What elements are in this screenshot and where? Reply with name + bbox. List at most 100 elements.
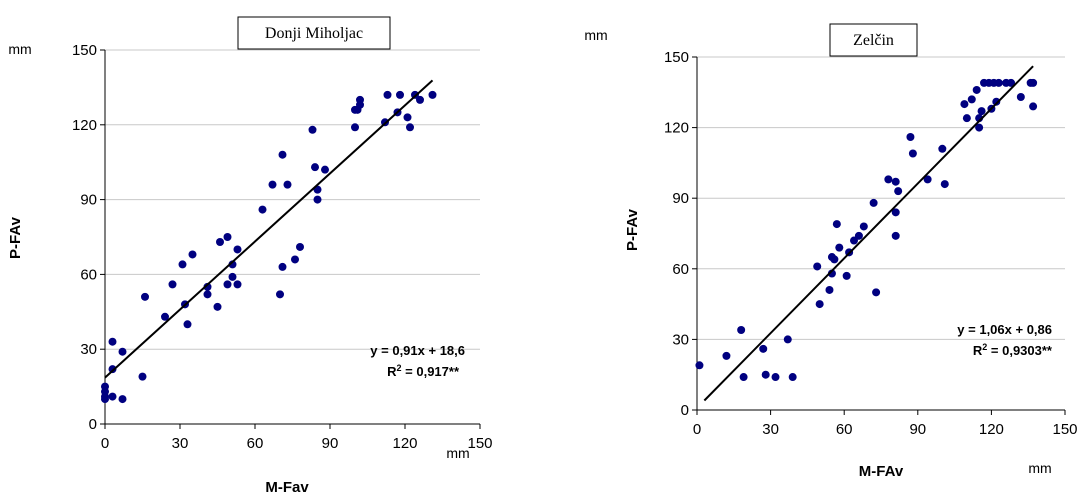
data-point (972, 85, 981, 94)
x-axis-label: M-Fav (265, 479, 309, 495)
y-axis-label: P-FAv (624, 208, 641, 251)
data-point (183, 320, 192, 329)
data-point (291, 255, 299, 264)
data-point (1016, 93, 1025, 102)
data-point (908, 149, 917, 158)
x-tick-label: 30 (172, 435, 189, 452)
data-point (108, 365, 117, 374)
chart-title: Donji Miholjac (265, 25, 363, 42)
data-point (223, 280, 232, 289)
data-point (722, 351, 731, 360)
data-point (283, 180, 292, 189)
data-point (228, 272, 237, 281)
data-point (258, 205, 267, 214)
y-tick-label: 120 (664, 120, 689, 137)
data-point (1029, 78, 1038, 87)
r-squared-label: R (973, 343, 983, 358)
regression-equation: y = 1,06x + 0,86 (957, 322, 1052, 337)
y-axis-unit: mm (8, 41, 31, 57)
chart-title: Zelčin (853, 32, 894, 49)
data-point (739, 373, 748, 382)
x-tick-label: 120 (392, 435, 417, 452)
data-point (351, 123, 359, 132)
data-point (108, 337, 117, 346)
data-point (783, 335, 792, 344)
data-point (835, 243, 844, 252)
data-point (168, 280, 177, 289)
data-point (278, 262, 287, 271)
x-tick-label: 60 (836, 421, 853, 438)
data-point (268, 180, 277, 189)
data-point (396, 90, 404, 99)
data-point (815, 300, 824, 309)
x-tick-label: 30 (762, 421, 779, 438)
data-point (859, 222, 868, 231)
data-point (101, 382, 109, 391)
data-point (203, 290, 212, 299)
data-point (416, 95, 424, 104)
data-point (118, 347, 127, 356)
data-point (891, 208, 900, 217)
x-tick-label: 90 (909, 421, 926, 438)
x-tick-label: 0 (101, 435, 109, 452)
data-point (406, 123, 414, 132)
y-tick-label: 150 (72, 42, 97, 59)
y-tick-label: 90 (672, 190, 689, 207)
data-point (1029, 102, 1038, 111)
y-axis-label: P-FAv (7, 216, 24, 259)
x-axis-unit: mm (1028, 460, 1051, 476)
data-point (403, 113, 412, 122)
data-point (994, 78, 1003, 87)
data-point (321, 165, 329, 174)
data-point (771, 373, 780, 382)
data-point (842, 271, 851, 280)
data-point (203, 282, 212, 291)
x-tick-label: 0 (693, 421, 701, 438)
r-squared: R2 = 0,9303** (973, 342, 1053, 358)
data-point (1007, 78, 1016, 87)
data-point (832, 220, 841, 229)
r-squared-value: = 0,917** (402, 364, 460, 379)
r-squared-value: = 0,9303** (987, 343, 1053, 358)
data-point (161, 312, 169, 321)
data-point (383, 90, 392, 99)
data-point (311, 163, 319, 172)
y-tick-label: 150 (664, 49, 689, 66)
y-tick-label: 30 (80, 341, 97, 358)
y-tick-label: 0 (681, 402, 689, 419)
data-point (992, 97, 1001, 106)
data-point (872, 288, 881, 297)
y-tick-label: 0 (89, 416, 97, 433)
data-point (216, 237, 224, 246)
r-squared: R2 = 0,917** (387, 363, 460, 379)
scatter-chart-zelcin: 0 30 60 90 120 150 0 30 60 90 120 150 Zelčin P-FAv M-F… (584, 23, 1078, 480)
data-point (869, 198, 878, 207)
data-point (233, 280, 242, 289)
data-point (977, 107, 986, 116)
x-tick-label: 90 (322, 435, 339, 452)
data-point (891, 177, 900, 186)
x-tick-label: 60 (247, 435, 264, 452)
data-point (276, 290, 284, 299)
data-point (213, 302, 222, 311)
data-point (428, 90, 437, 99)
x-axis-unit: mm (446, 445, 469, 461)
data-point (940, 180, 949, 189)
data-point (894, 187, 903, 196)
data-point (891, 231, 900, 240)
data-point (975, 123, 984, 132)
x-tick-label: 150 (467, 435, 492, 452)
data-point (962, 114, 971, 123)
y-tick-label: 120 (72, 117, 97, 134)
data-point (308, 125, 317, 134)
data-point (938, 144, 947, 153)
data-point (118, 395, 127, 404)
trendline (104, 79, 434, 379)
y-tick-label: 60 (672, 261, 689, 278)
y-tick-label: 30 (672, 331, 689, 348)
trendline (703, 65, 1034, 402)
y-axis-unit: mm (584, 27, 607, 43)
data-point (108, 392, 117, 401)
data-point (906, 133, 915, 142)
